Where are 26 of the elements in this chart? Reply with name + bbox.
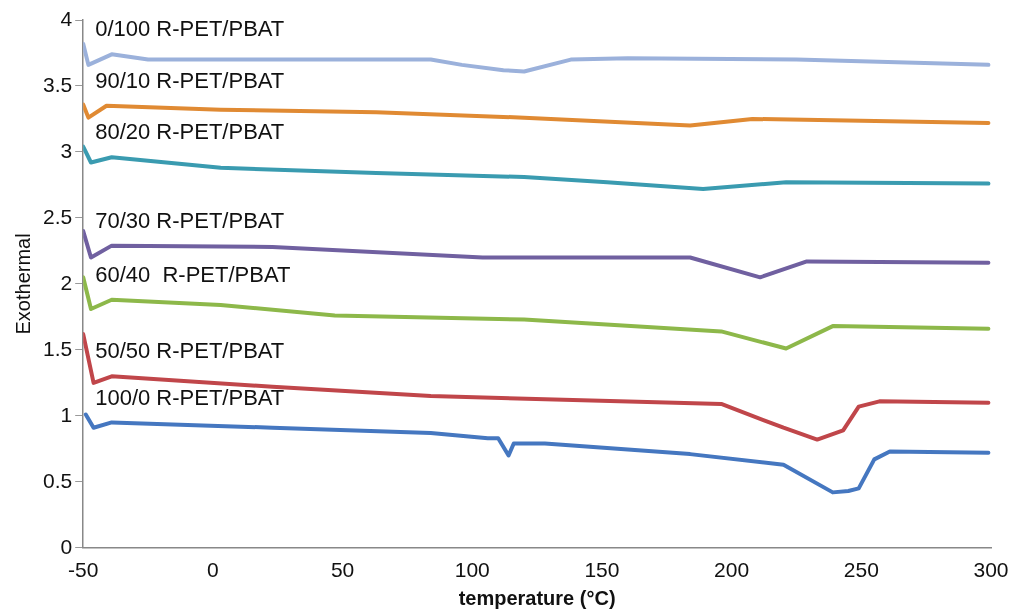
- y-tick-label: 3.5: [42, 72, 73, 96]
- x-tick-label: 200: [714, 558, 750, 582]
- y-tick-label: 1: [60, 402, 73, 426]
- x-tick-label: 0: [207, 558, 219, 582]
- y-tick-label: 0: [60, 534, 73, 558]
- series-label: 0/100 R-PET/PBAT: [95, 16, 285, 42]
- x-tick-label: 250: [843, 558, 879, 582]
- x-tick-label: -50: [68, 558, 99, 582]
- x-tick-label: 300: [973, 558, 1009, 582]
- x-tick-label: 50: [330, 558, 355, 582]
- series-label: 60/40 R-PET/PBAT: [95, 261, 291, 287]
- x-tick-label: 100: [454, 558, 490, 582]
- y-tick-label: 0.5: [42, 468, 73, 492]
- y-axis-title: Exothermal: [11, 233, 34, 335]
- series-label: 100/0 R-PET/PBAT: [95, 384, 285, 410]
- y-tick-label: 1.5: [42, 336, 73, 360]
- series-label: 50/50 R-PET/PBAT: [95, 338, 285, 364]
- x-tick-label: 150: [584, 558, 620, 582]
- y-tick-label: 4: [60, 6, 73, 30]
- series-label: 80/20 R-PET/PBAT: [95, 119, 285, 145]
- y-tick-label: 2: [60, 270, 73, 294]
- series-label: 70/30 R-PET/PBAT: [95, 207, 285, 233]
- x-axis-title: temperature (°C): [458, 586, 616, 609]
- y-tick-label: 3: [60, 138, 73, 162]
- y-tick-label: 2.5: [42, 204, 73, 228]
- series-label: 90/10 R-PET/PBAT: [95, 67, 285, 93]
